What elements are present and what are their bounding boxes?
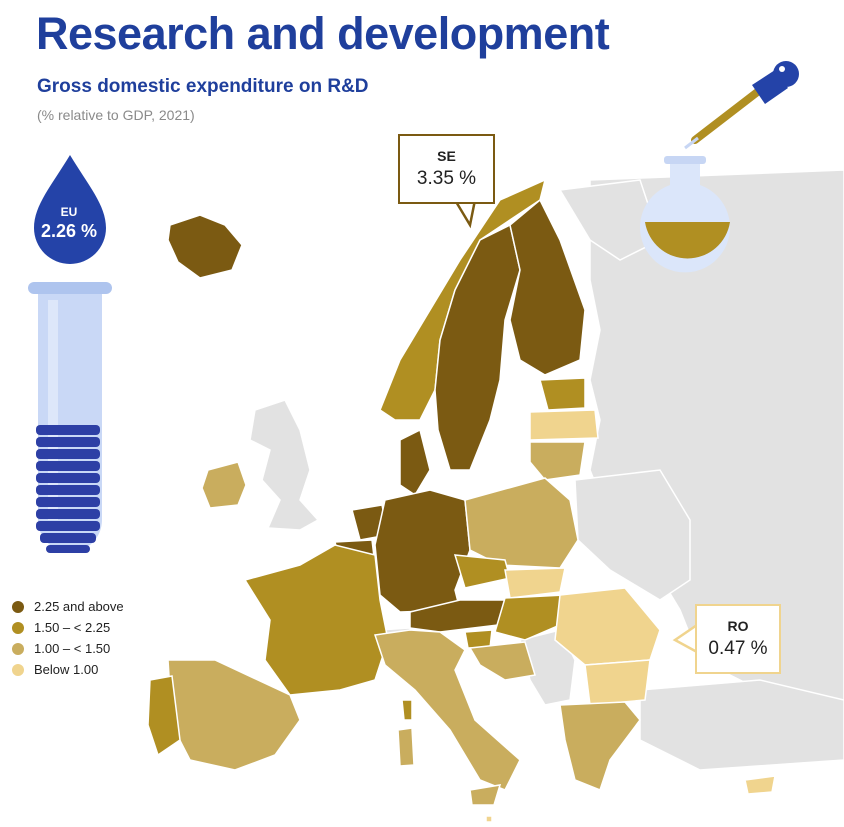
eu-value: 2.26 % (40, 221, 98, 241)
eu-average: EU 2.26 % (24, 205, 114, 242)
finland (509, 198, 586, 376)
uk (249, 399, 320, 531)
callout-ro-country: RO (727, 618, 749, 634)
bulgaria (584, 659, 651, 706)
portugal (147, 675, 181, 757)
units-note: (% relative to GDP, 2021) (37, 107, 195, 123)
page-title: Research and development (36, 8, 610, 59)
corsica (401, 699, 413, 721)
poland (464, 477, 579, 569)
eu-label: EU (60, 205, 78, 219)
legend-label: 2.25 and above (34, 599, 124, 614)
non-eu-land (249, 169, 844, 771)
callout-se: SE 3.35 % (398, 134, 495, 204)
legend-item: Below 1.00 (12, 659, 124, 680)
czechia (453, 554, 511, 589)
sicily (469, 784, 502, 806)
sweden (434, 223, 521, 471)
legend-label: 1.00 – < 1.50 (34, 641, 111, 656)
legend-label: 1.50 – < 2.25 (34, 620, 111, 635)
legend-swatch (12, 642, 24, 655)
italy (374, 629, 521, 791)
pipette-icon (684, 61, 799, 150)
ireland (201, 461, 247, 509)
malta (485, 815, 493, 823)
france (243, 544, 389, 696)
cyprus (744, 775, 776, 795)
legend-swatch (12, 621, 24, 634)
legend-label: Below 1.00 (34, 662, 99, 677)
ro-callout-pointer (672, 622, 699, 655)
lithuania (529, 441, 586, 481)
turkey (639, 679, 844, 771)
croatia (468, 641, 536, 681)
sardinia (397, 727, 415, 767)
greece (559, 701, 641, 791)
legend-item: 2.25 and above (12, 596, 124, 617)
callout-ro-value: 0.47 % (708, 638, 768, 659)
legend-swatch (12, 663, 24, 676)
flask-icon (640, 156, 731, 273)
romania (554, 587, 661, 666)
eu-countries (147, 178, 776, 823)
germany (374, 489, 471, 613)
ukraine (574, 469, 691, 601)
norway-north-land (558, 179, 661, 261)
drop-icon (34, 155, 106, 264)
estonia (539, 377, 586, 411)
legend-swatch (12, 600, 24, 613)
legend-item: 1.00 – < 1.50 (12, 638, 124, 659)
legend-item: 1.50 – < 2.25 (12, 617, 124, 638)
legend: 2.25 and above 1.50 – < 2.25 1.00 – < 1.… (12, 596, 124, 680)
coin-stack (36, 425, 100, 553)
iceland (167, 214, 243, 279)
latvia (529, 409, 599, 441)
callout-se-country: SE (437, 148, 456, 164)
norway (379, 178, 547, 421)
callout-ro: RO 0.47 % (695, 604, 781, 674)
denmark (399, 428, 431, 497)
page-subtitle: Gross domestic expenditure on R&D (37, 76, 369, 97)
callout-se-value: 3.35 % (416, 168, 477, 189)
hungary (494, 594, 566, 641)
slovakia (504, 567, 566, 599)
test-tube-icon (28, 282, 112, 553)
